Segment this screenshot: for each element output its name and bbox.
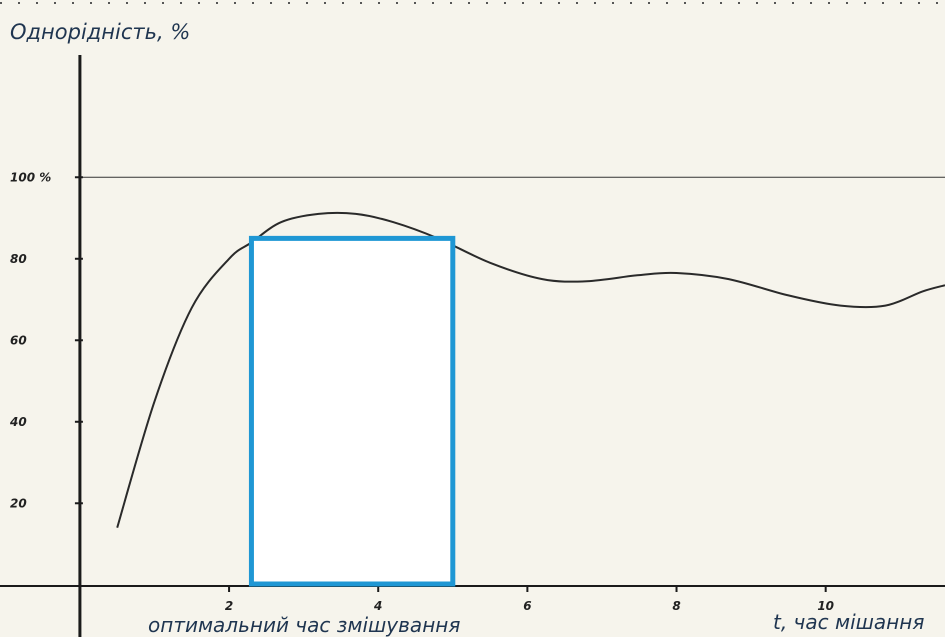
x-tick-label-4: 4: [373, 599, 382, 613]
optimal-window-box: [248, 235, 456, 587]
x-tick-label-8: 8: [672, 599, 680, 613]
y-axis-label: Однорідність, %: [10, 20, 190, 44]
y-tick-label-20: 20: [10, 496, 27, 510]
series-layer: [116, 211, 945, 528]
optimal-time-annotation: оптимальний час змішування: [148, 613, 460, 637]
y-tick-label-80: 80: [10, 252, 27, 266]
axes-layer: [0, 55, 945, 637]
y-tick-label-40: 40: [9, 415, 27, 429]
x-tick-label-10: 10: [817, 599, 834, 613]
series-line-0: [116, 211, 945, 528]
x-tick-label-6: 6: [523, 599, 531, 613]
ticks-layer: 20 40 60 80 100 % 2 4 6 8 10: [9, 170, 834, 613]
x-tick-label-2: 2: [225, 599, 233, 613]
x-axis-label: t, час мішання: [773, 610, 924, 634]
y-tick-label-60: 60: [10, 333, 27, 347]
highlight-layer: [248, 235, 456, 587]
y-tick-label-100: 100 %: [10, 170, 51, 184]
